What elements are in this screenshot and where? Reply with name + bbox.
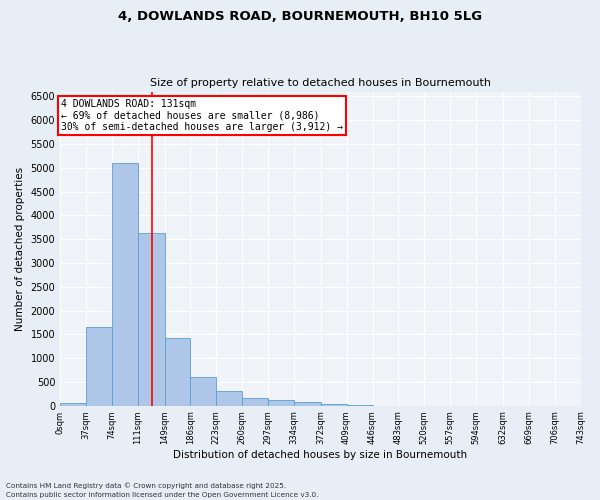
X-axis label: Distribution of detached houses by size in Bournemouth: Distribution of detached houses by size … [173,450,467,460]
Bar [60,403,86,406]
Text: 4, DOWLANDS ROAD, BOURNEMOUTH, BH10 5LG: 4, DOWLANDS ROAD, BOURNEMOUTH, BH10 5LG [118,10,482,23]
Bar [242,398,268,406]
Bar [138,234,164,406]
Bar [268,400,294,406]
Bar [86,327,112,406]
Bar [217,391,242,406]
Bar [112,163,138,406]
Bar [164,338,190,406]
Text: Contains HM Land Registry data © Crown copyright and database right 2025.
Contai: Contains HM Land Registry data © Crown c… [6,482,319,498]
Title: Size of property relative to detached houses in Bournemouth: Size of property relative to detached ho… [150,78,491,88]
Bar [294,402,320,406]
Y-axis label: Number of detached properties: Number of detached properties [15,166,25,330]
Bar [320,404,347,406]
Bar [190,377,217,406]
Bar [347,405,373,406]
Text: 4 DOWLANDS ROAD: 131sqm
← 69% of detached houses are smaller (8,986)
30% of semi: 4 DOWLANDS ROAD: 131sqm ← 69% of detache… [61,98,343,132]
